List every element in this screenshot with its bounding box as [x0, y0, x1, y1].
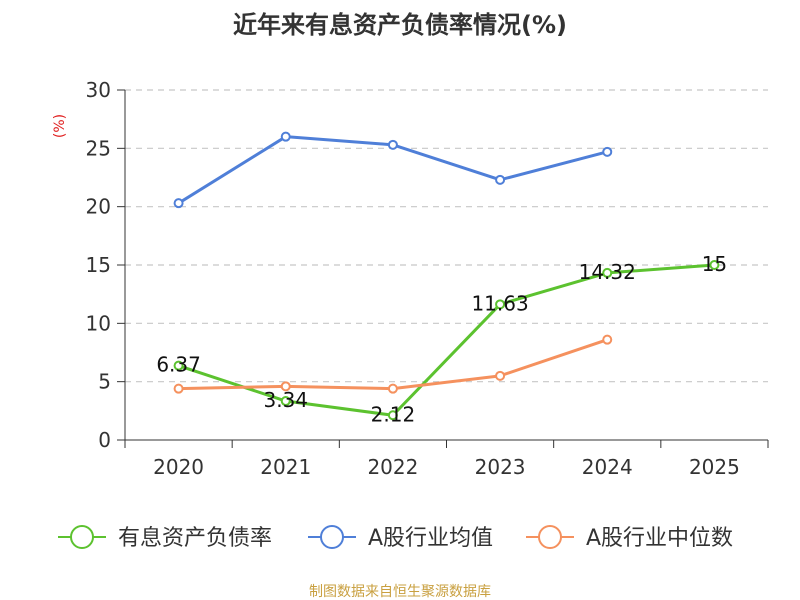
y-tick-label: 5: [98, 370, 111, 394]
y-tick-label: 30: [86, 78, 111, 102]
y-tick-label: 0: [98, 428, 111, 452]
data-point: [280, 131, 291, 142]
legend-swatch-marker: [70, 525, 94, 549]
data-point: [387, 139, 398, 150]
data-point: [387, 383, 398, 394]
data-point: [602, 146, 613, 157]
legend-label: A股行业均值: [368, 526, 493, 551]
y-tick-label: 15: [86, 253, 111, 277]
x-tick-label: 2022: [367, 455, 418, 479]
data-point: [602, 267, 613, 278]
legend-swatch-marker: [320, 525, 344, 549]
data-label: 6.37: [156, 353, 201, 377]
data-point: [709, 260, 720, 270]
data-label: 2.12: [371, 402, 416, 426]
data-point: [280, 381, 291, 392]
data-point: [602, 334, 613, 345]
x-tick-label: 2023: [475, 455, 526, 479]
data-label: 15: [702, 252, 727, 276]
y-tick-label: 10: [86, 311, 111, 335]
data-label: 14.32: [579, 260, 636, 284]
legend-label: 有息资产负债率: [118, 526, 272, 551]
y-tick-label: 20: [86, 195, 111, 219]
y-axis-label: (%): [52, 114, 68, 138]
x-tick-label: 2021: [260, 455, 311, 479]
x-tick-label: 2024: [582, 455, 633, 479]
data-point: [173, 383, 184, 394]
data-point: [495, 299, 506, 310]
data-label: 11.63: [471, 291, 528, 315]
data-point: [387, 410, 398, 421]
data-point: [495, 174, 506, 185]
data-point: [173, 360, 184, 371]
data-point: [280, 396, 291, 407]
y-tick-label: 25: [86, 136, 111, 160]
series-line: [178, 263, 715, 417]
data-point: [495, 370, 506, 381]
legend-label: A股行业中位数: [586, 526, 733, 551]
data-label: 3.34: [263, 388, 308, 412]
data-point: [173, 198, 184, 209]
x-tick-label: 2025: [689, 455, 740, 479]
source-note: 制图数据来自恒生聚源数据库: [309, 584, 491, 600]
chart-title: 近年来有息资产负债率情况(%): [233, 11, 567, 39]
legend-swatch-marker: [538, 525, 562, 549]
x-tick-label: 2020: [153, 455, 204, 479]
